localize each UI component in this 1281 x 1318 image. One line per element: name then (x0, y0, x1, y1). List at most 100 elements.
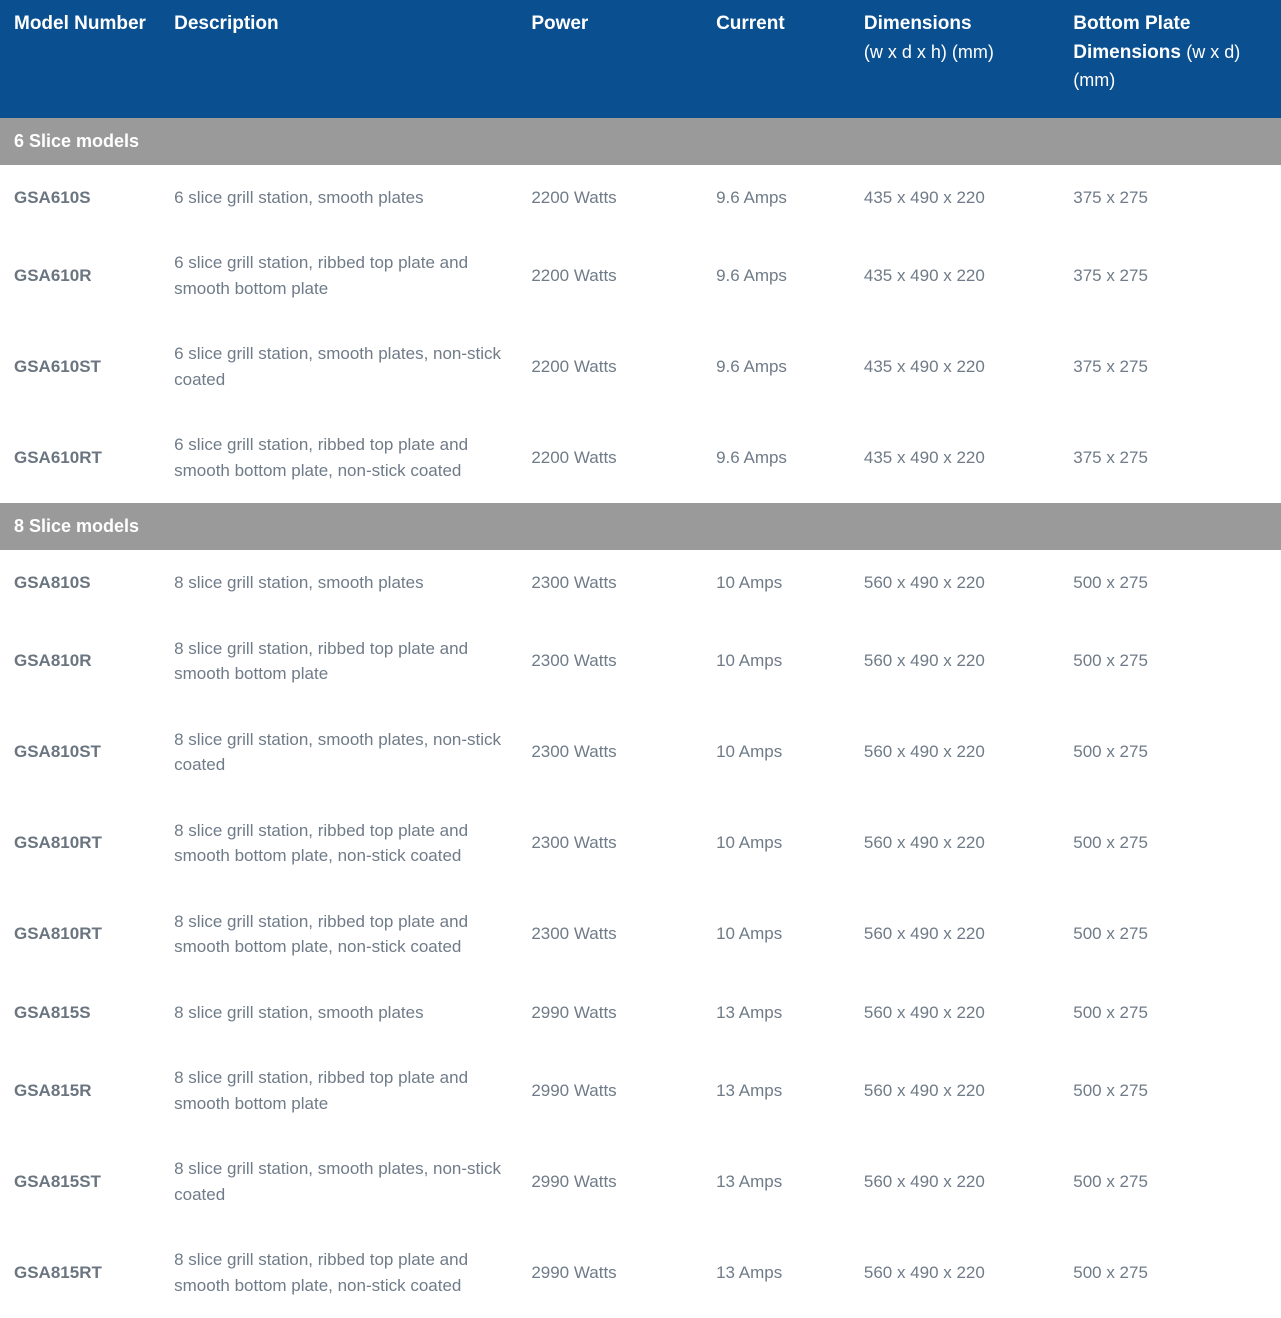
col-header-model: Model Number (0, 0, 160, 118)
cell-model: GSA810S (0, 550, 160, 616)
cell-power: 2300 Watts (517, 616, 702, 707)
section-row: 8 Slice models (0, 503, 1281, 550)
col-header-label: Bottom Plate Dimensions (1073, 13, 1190, 63)
table-row: GSA810RT8 slice grill station, ribbed to… (0, 889, 1281, 980)
cell-power: 2990 Watts (517, 1227, 702, 1318)
cell-bottom-plate: 500 x 275 (1059, 1045, 1281, 1136)
cell-bottom-plate: 500 x 275 (1059, 707, 1281, 798)
cell-power: 2200 Watts (517, 412, 702, 503)
cell-bottom-plate: 500 x 275 (1059, 616, 1281, 707)
table-row: GSA815S8 slice grill station, smooth pla… (0, 980, 1281, 1046)
cell-model: GSA610RT (0, 412, 160, 503)
cell-power: 2990 Watts (517, 1136, 702, 1227)
cell-bottom-plate: 375 x 275 (1059, 321, 1281, 412)
cell-description: 6 slice grill station, ribbed top plate … (160, 412, 517, 503)
cell-description: 8 slice grill station, smooth plates (160, 550, 517, 616)
cell-bottom-plate: 500 x 275 (1059, 1227, 1281, 1318)
cell-power: 2990 Watts (517, 1045, 702, 1136)
table-row: GSA610RT6 slice grill station, ribbed to… (0, 412, 1281, 503)
cell-description: 6 slice grill station, ribbed top plate … (160, 230, 517, 321)
col-header-dimensions: Dimensions (w x d x h) (mm) (850, 0, 1059, 118)
cell-description: 6 slice grill station, smooth plates (160, 165, 517, 231)
cell-power: 2990 Watts (517, 980, 702, 1046)
cell-current: 10 Amps (702, 707, 850, 798)
cell-power: 2200 Watts (517, 165, 702, 231)
cell-bottom-plate: 375 x 275 (1059, 412, 1281, 503)
cell-description: 8 slice grill station, ribbed top plate … (160, 798, 517, 889)
section-title: 6 Slice models (0, 118, 1281, 165)
col-header-sub: (w x d x h) (mm) (864, 42, 994, 62)
cell-current: 13 Amps (702, 1227, 850, 1318)
table-row: GSA610ST6 slice grill station, smooth pl… (0, 321, 1281, 412)
cell-dimensions: 560 x 490 x 220 (850, 798, 1059, 889)
cell-model: GSA815ST (0, 1136, 160, 1227)
cell-current: 10 Amps (702, 616, 850, 707)
cell-current: 9.6 Amps (702, 165, 850, 231)
cell-model: GSA810R (0, 616, 160, 707)
cell-model: GSA810RT (0, 889, 160, 980)
cell-model: GSA610S (0, 165, 160, 231)
section-row: 6 Slice models (0, 118, 1281, 165)
cell-current: 13 Amps (702, 980, 850, 1046)
cell-dimensions: 435 x 490 x 220 (850, 230, 1059, 321)
table-header: Model Number Description Power Current D… (0, 0, 1281, 118)
col-header-label: Model Number (14, 13, 146, 34)
cell-model: GSA810ST (0, 707, 160, 798)
cell-dimensions: 560 x 490 x 220 (850, 889, 1059, 980)
col-header-current: Current (702, 0, 850, 118)
table-row: GSA810ST8 slice grill station, smooth pl… (0, 707, 1281, 798)
table-row: GSA815RT8 slice grill station, ribbed to… (0, 1227, 1281, 1318)
cell-description: 6 slice grill station, smooth plates, no… (160, 321, 517, 412)
col-header-label: Dimensions (864, 13, 972, 34)
cell-power: 2200 Watts (517, 230, 702, 321)
cell-description: 8 slice grill station, smooth plates, no… (160, 1136, 517, 1227)
cell-model: GSA810RT (0, 798, 160, 889)
cell-current: 9.6 Amps (702, 412, 850, 503)
cell-bottom-plate: 500 x 275 (1059, 1136, 1281, 1227)
cell-description: 8 slice grill station, smooth plates, no… (160, 707, 517, 798)
cell-power: 2200 Watts (517, 321, 702, 412)
cell-current: 10 Amps (702, 798, 850, 889)
cell-dimensions: 435 x 490 x 220 (850, 412, 1059, 503)
col-header-power: Power (517, 0, 702, 118)
col-header-description: Description (160, 0, 517, 118)
cell-dimensions: 560 x 490 x 220 (850, 1045, 1059, 1136)
table-row: GSA610S6 slice grill station, smooth pla… (0, 165, 1281, 231)
cell-description: 8 slice grill station, smooth plates (160, 980, 517, 1046)
col-header-label: Description (174, 13, 279, 34)
cell-dimensions: 560 x 490 x 220 (850, 980, 1059, 1046)
col-header-label: Current (716, 13, 785, 34)
cell-current: 13 Amps (702, 1045, 850, 1136)
cell-power: 2300 Watts (517, 707, 702, 798)
col-header-bottom-plate: Bottom Plate Dimensions (w x d) (mm) (1059, 0, 1281, 118)
cell-dimensions: 435 x 490 x 220 (850, 165, 1059, 231)
cell-bottom-plate: 375 x 275 (1059, 230, 1281, 321)
cell-current: 10 Amps (702, 550, 850, 616)
cell-current: 10 Amps (702, 889, 850, 980)
cell-current: 9.6 Amps (702, 321, 850, 412)
section-title: 8 Slice models (0, 503, 1281, 550)
cell-bottom-plate: 500 x 275 (1059, 798, 1281, 889)
cell-description: 8 slice grill station, ribbed top plate … (160, 616, 517, 707)
cell-description: 8 slice grill station, ribbed top plate … (160, 1045, 517, 1136)
cell-bottom-plate: 375 x 275 (1059, 165, 1281, 231)
spec-table: Model Number Description Power Current D… (0, 0, 1281, 1318)
cell-dimensions: 560 x 490 x 220 (850, 550, 1059, 616)
cell-dimensions: 560 x 490 x 220 (850, 1136, 1059, 1227)
cell-model: GSA815RT (0, 1227, 160, 1318)
cell-model: GSA815S (0, 980, 160, 1046)
cell-dimensions: 560 x 490 x 220 (850, 707, 1059, 798)
cell-model: GSA610ST (0, 321, 160, 412)
table-row: GSA815R8 slice grill station, ribbed top… (0, 1045, 1281, 1136)
cell-power: 2300 Watts (517, 550, 702, 616)
col-header-label: Power (531, 13, 588, 34)
table-body: 6 Slice modelsGSA610S6 slice grill stati… (0, 118, 1281, 1318)
table-row: GSA610R6 slice grill station, ribbed top… (0, 230, 1281, 321)
cell-current: 9.6 Amps (702, 230, 850, 321)
cell-dimensions: 560 x 490 x 220 (850, 616, 1059, 707)
cell-dimensions: 560 x 490 x 220 (850, 1227, 1059, 1318)
cell-model: GSA610R (0, 230, 160, 321)
table-row: GSA810RT8 slice grill station, ribbed to… (0, 798, 1281, 889)
table-row: GSA815ST8 slice grill station, smooth pl… (0, 1136, 1281, 1227)
table-row: GSA810S8 slice grill station, smooth pla… (0, 550, 1281, 616)
